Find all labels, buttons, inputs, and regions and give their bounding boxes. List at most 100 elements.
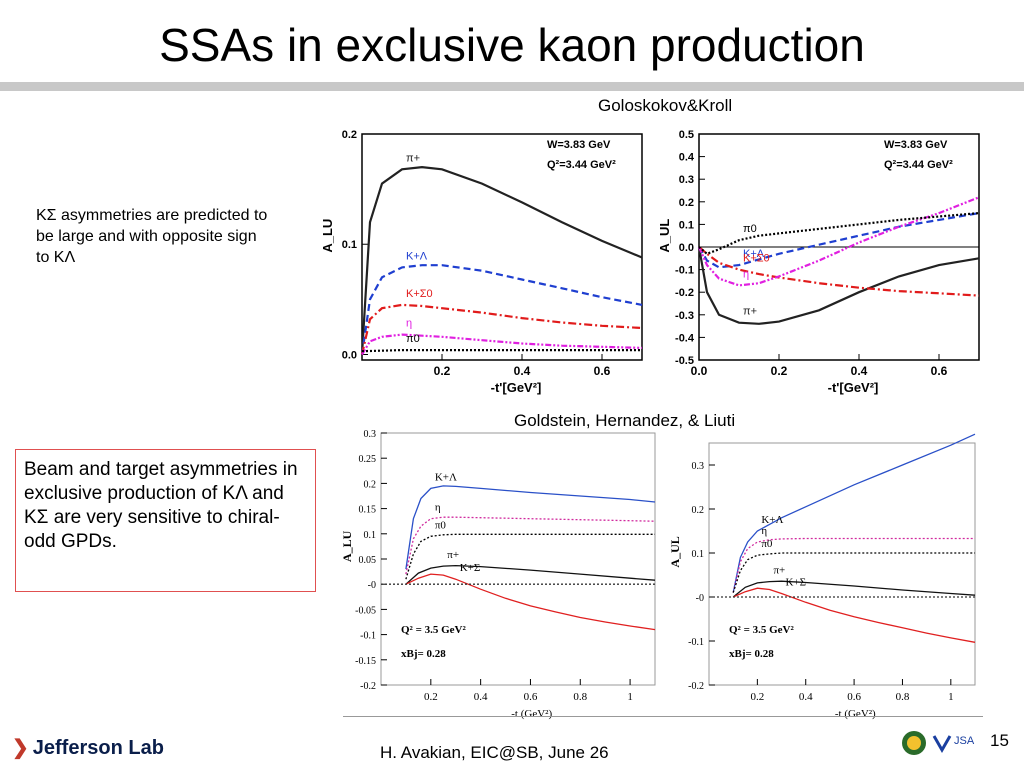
doe-seal-inner <box>907 736 921 750</box>
series-line-K <box>405 485 656 570</box>
jlab-chevron-icon: ❯ <box>12 737 29 759</box>
y-tick-label: 0.05 <box>359 555 377 566</box>
x-tick-label: 0.6 <box>847 691 861 703</box>
y-tick-label: -0 <box>368 580 376 591</box>
series-line- <box>732 537 975 593</box>
series-label: π+ <box>773 565 785 577</box>
series-label: K+Σ0 <box>406 288 433 300</box>
y-axis-label: A_LU <box>320 219 335 253</box>
source-bottom: Goldstein, Hernandez, & Liuti <box>514 411 736 430</box>
y-tick-label: -0.3 <box>675 310 694 322</box>
y-tick-label: 0.3 <box>692 461 705 472</box>
y-tick-label: 0.1 <box>364 530 377 541</box>
y-tick-label: -0.1 <box>675 265 694 277</box>
y-tick-label: -0.1 <box>688 637 704 648</box>
series-label: π+ <box>406 152 420 164</box>
series-line-0 <box>361 349 642 353</box>
series-line-0 <box>732 552 975 593</box>
title-divider <box>0 82 1024 91</box>
series-line-K0 <box>360 303 643 355</box>
annotation-text: Q² = 3.5 GeV² <box>401 624 467 636</box>
y-axis-label: A_LU <box>340 530 354 562</box>
series-line- <box>697 196 980 287</box>
series-label: π0 <box>406 333 420 345</box>
y-tick-label: -0.15 <box>355 656 376 667</box>
series-line-K <box>405 573 656 631</box>
note-ksigma: KΣ asymmetries are predicted to be large… <box>36 207 268 266</box>
x-tick-label: 0.6 <box>594 364 611 378</box>
y-tick-label: 0.2 <box>692 505 705 516</box>
series-label: K+Λ <box>761 514 783 526</box>
series-label: π0 <box>435 519 447 531</box>
annotation-text: W=3.83 GeV <box>884 139 948 151</box>
chart-aul-bottom: 0.2 0.4 0.6 0.8 1 -0.2 -0.1 -0 0.1 0.2 0.3 -t (GeV²… <box>668 433 976 720</box>
y-tick-label: 0.4 <box>679 152 695 164</box>
series-label: η <box>761 525 767 537</box>
series-label: η <box>743 268 749 280</box>
x-tick-label: 1 <box>948 691 954 703</box>
x-tick-label: 0.2 <box>434 364 451 378</box>
note-beam-target: Beam and target asymmetries in exclusive… <box>15 449 316 592</box>
x-tick-label: 0.6 <box>931 364 948 378</box>
series-label: π0 <box>761 538 773 550</box>
y-tick-label: -0 <box>696 593 704 604</box>
y-tick-label: -0.2 <box>360 681 376 692</box>
sponsor-logos: JSA <box>902 731 975 755</box>
series-line-K <box>732 433 976 593</box>
y-tick-label: 0.5 <box>679 129 694 141</box>
series-line-K0 <box>698 246 980 297</box>
y-tick-label: 0.1 <box>692 549 705 560</box>
plot-frame <box>708 442 976 686</box>
x-axis-label: -t (GeV²) <box>511 708 552 720</box>
series-line-K <box>732 587 976 643</box>
series-line-0 <box>698 212 980 256</box>
x-tick-label: 0.8 <box>896 691 910 703</box>
series-line- <box>360 165 643 355</box>
x-axis-label: -t (GeV²) <box>835 708 876 720</box>
y-tick-label: -0.05 <box>355 605 376 616</box>
x-axis-label: -t'[GeV²] <box>491 380 542 395</box>
source-top: Goloskokov&Kroll <box>598 96 733 115</box>
series-label: K+Σ0 <box>743 253 770 265</box>
chart-aul-top: 0.0 0.2 0.4 0.6 -0.5 -0.4 -0.3 -0.2 -0.1 0.0 0.1 0.… <box>657 129 980 395</box>
series-label: K+Λ <box>406 250 428 262</box>
series-label: π0 <box>743 223 757 235</box>
x-tick-label: 0.8 <box>573 691 587 703</box>
x-axis-label: -t'[GeV²] <box>828 380 879 395</box>
page-number: 15 <box>990 731 1009 750</box>
y-tick-label: 0.3 <box>679 174 694 186</box>
x-tick-label: 0.2 <box>771 364 788 378</box>
x-tick-label: 1 <box>627 691 633 703</box>
y-tick-label: 0.2 <box>342 129 357 141</box>
x-tick-label: 0.6 <box>524 691 538 703</box>
series-label: K+Λ <box>743 248 765 260</box>
series-label: K+Σ <box>460 562 481 574</box>
divider-line <box>343 716 983 717</box>
jefferson-lab-logo: ❯ Jefferson Lab <box>12 735 164 760</box>
y-tick-label: 0.1 <box>342 239 357 251</box>
jsa-text: JSA <box>954 735 975 747</box>
x-tick-label: 0.2 <box>750 691 764 703</box>
series-label: K+Σ <box>786 576 807 588</box>
annotation-text: W=3.83 GeV <box>547 139 611 151</box>
annotation-text: xBj= 0.28 <box>729 648 774 660</box>
y-axis-label: A_UL <box>668 536 682 567</box>
y-tick-label: -0.1 <box>360 631 376 642</box>
series-line-0 <box>405 533 655 580</box>
y-tick-label: -0.5 <box>675 355 694 367</box>
annotation-text: Q² = 3.5 GeV² <box>729 624 795 636</box>
series-line-K <box>360 264 643 355</box>
series-label: K+Λ <box>435 471 457 483</box>
y-tick-label: 0.1 <box>679 219 694 231</box>
series-line- <box>697 246 980 325</box>
x-tick-label: 0.2 <box>424 691 438 703</box>
jsa-mark-icon <box>932 735 952 754</box>
y-tick-label: 0.0 <box>342 349 357 361</box>
chart-alu-bottom: 0.2 0.4 0.6 0.8 1 -0.2 -0.15 -0.1 -0.05 -0 0.05 0.1… <box>340 429 656 720</box>
series-label: η <box>406 318 412 330</box>
jlab-text: Jefferson Lab <box>32 737 164 759</box>
series-line- <box>732 580 976 598</box>
series-label: π+ <box>447 549 459 561</box>
plot-frame <box>361 133 643 361</box>
x-tick-label: 0.4 <box>799 691 813 703</box>
